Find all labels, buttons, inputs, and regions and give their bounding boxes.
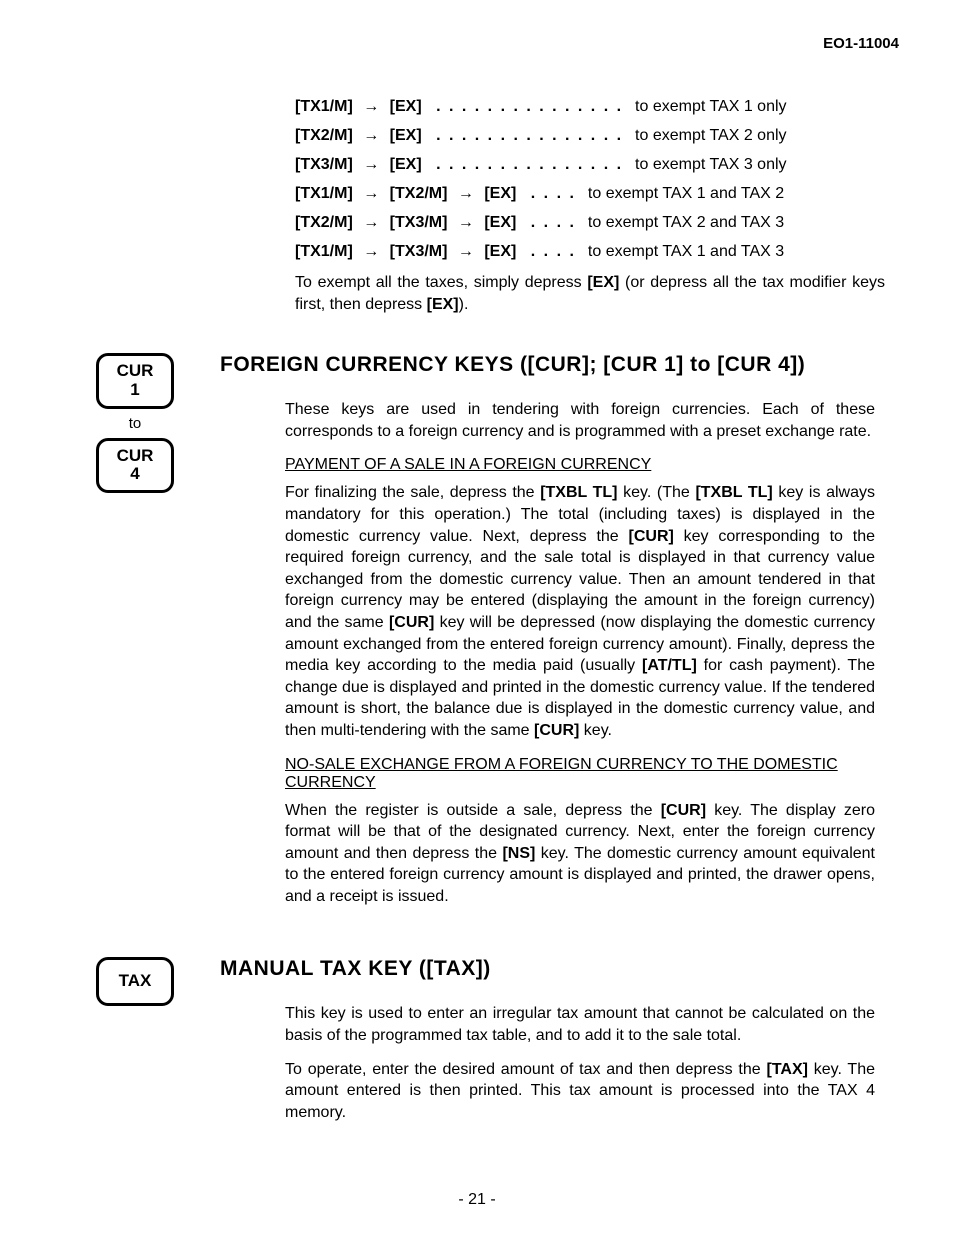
keycap-tax: TAX (96, 957, 174, 1006)
sequence-row: [TX2/M] → [TX3/M] → [EX] . . . .to exemp… (295, 214, 904, 232)
page-number: - 21 - (0, 1191, 954, 1209)
section-manual-tax: TAX MANUAL TAX KEY ([TAX]) This key is u… (50, 957, 904, 1135)
key-ref: [EX] (427, 296, 459, 313)
keycap-line: 1 (113, 381, 157, 400)
sequence-row: [TX1/M] → [EX] . . . . . . . . . . . . .… (295, 98, 904, 116)
paragraph: For finalizing the sale, depress the [TX… (285, 482, 875, 741)
exempt-all-note: To exempt all the taxes, simply depress … (295, 272, 885, 315)
keycap-cur-1: CUR 1 (96, 353, 174, 408)
keycap-line: 4 (113, 465, 157, 484)
to-label: to (129, 415, 142, 432)
keycap-line: CUR (113, 362, 157, 381)
page: EO1-11004 [TX1/M] → [EX] . . . . . . . .… (0, 0, 954, 1239)
key-ref: [EX] (587, 274, 619, 291)
section-body: MANUAL TAX KEY ([TAX]) This key is used … (220, 957, 904, 1135)
tax-exempt-sequences: [TX1/M] → [EX] . . . . . . . . . . . . .… (295, 98, 904, 261)
text: To exempt all the taxes, simply depress (295, 274, 587, 291)
keycap-column: CUR 1 to CUR 4 (50, 353, 220, 919)
subheading: NO-SALE EXCHANGE FROM A FOREIGN CURRENCY… (285, 756, 875, 792)
document-number: EO1-11004 (823, 35, 899, 52)
paragraph: To operate, enter the desired amount of … (285, 1059, 875, 1124)
sequence-row: [TX3/M] → [EX] . . . . . . . . . . . . .… (295, 156, 904, 174)
text: ). (459, 296, 469, 313)
section-body: FOREIGN CURRENCY KEYS ([CUR]; [CUR 1] to… (220, 353, 904, 919)
paragraph: This key is used to enter an irregular t… (285, 1003, 875, 1046)
keycap-column: TAX (50, 957, 220, 1135)
section-foreign-currency: CUR 1 to CUR 4 FOREIGN CURRENCY KEYS ([C… (50, 353, 904, 919)
subheading: PAYMENT OF A SALE IN A FOREIGN CURRENCY (285, 456, 875, 474)
sequence-row: [TX1/M] → [TX2/M] → [EX] . . . .to exemp… (295, 185, 904, 203)
keycap-cur-4: CUR 4 (96, 438, 174, 493)
section-title: MANUAL TAX KEY ([TAX]) (220, 957, 904, 981)
paragraph: These keys are used in tendering with fo… (285, 399, 875, 442)
sequence-row: [TX2/M] → [EX] . . . . . . . . . . . . .… (295, 127, 904, 145)
keycap-line: CUR (113, 447, 157, 466)
paragraph: When the register is outside a sale, dep… (285, 800, 875, 908)
sequence-row: [TX1/M] → [TX3/M] → [EX] . . . .to exemp… (295, 243, 904, 261)
section-title: FOREIGN CURRENCY KEYS ([CUR]; [CUR 1] to… (220, 353, 904, 377)
